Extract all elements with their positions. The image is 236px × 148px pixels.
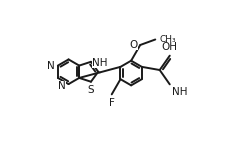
Text: S: S [88,85,94,95]
Text: CH₃: CH₃ [159,35,176,44]
Text: O: O [129,40,138,50]
Text: NH: NH [92,58,108,68]
Text: F: F [109,98,115,108]
Text: NH: NH [173,87,188,97]
Text: N: N [58,81,66,91]
Text: OH: OH [162,42,178,52]
Text: N: N [47,61,55,71]
